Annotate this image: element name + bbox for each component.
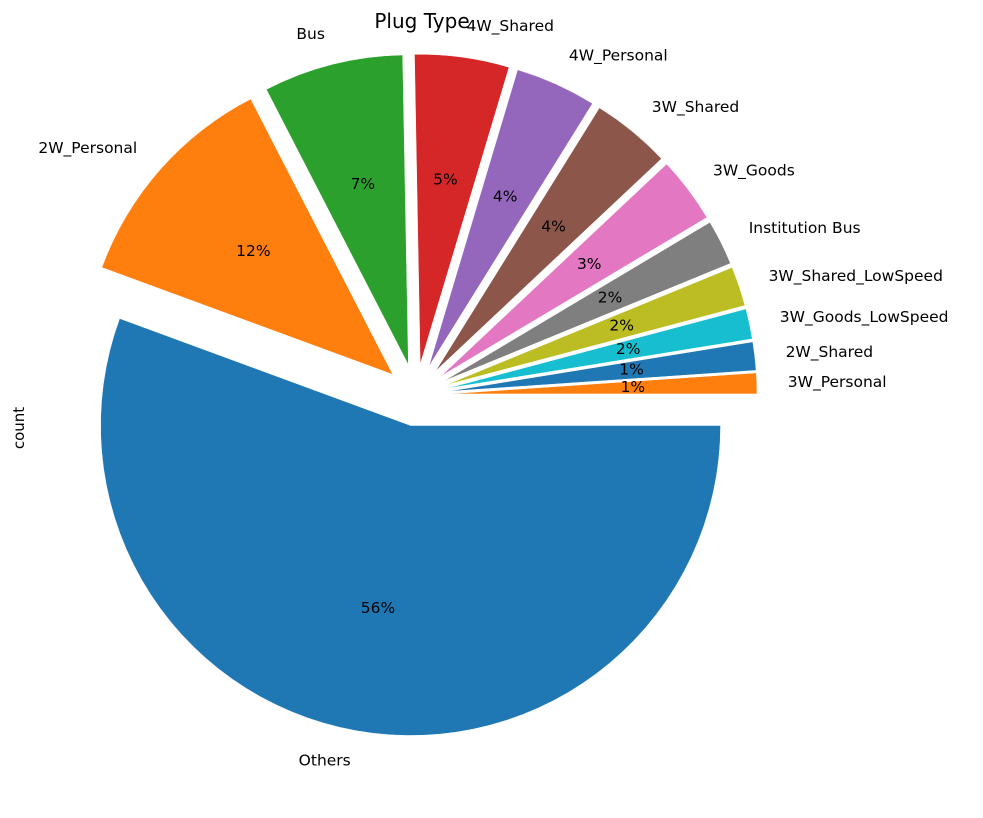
slice-label: 3W_Personal bbox=[788, 373, 887, 392]
slice-label: 3W_Shared bbox=[652, 98, 740, 117]
slice-label: 2W_Personal bbox=[38, 139, 137, 158]
pie-slice-bus bbox=[265, 54, 409, 366]
slice-percent-label: 4% bbox=[541, 218, 566, 236]
slice-percent-label: 5% bbox=[433, 171, 458, 189]
pie-slice-2w-personal bbox=[101, 98, 394, 375]
slice-percent-label: 2% bbox=[598, 288, 623, 306]
slice-percent-label: 3% bbox=[577, 255, 602, 273]
slice-label: 2W_Shared bbox=[786, 343, 874, 362]
slice-label: 3W_Shared_LowSpeed bbox=[769, 267, 943, 286]
slice-label: Bus bbox=[296, 25, 325, 43]
pie-slice-3w-shared bbox=[435, 107, 662, 372]
slice-percent-label: 7% bbox=[351, 175, 376, 193]
slice-percent-label: 56% bbox=[361, 599, 395, 617]
pie-slices bbox=[100, 54, 758, 736]
pie-slice-others bbox=[100, 318, 721, 736]
slice-percent-label: 2% bbox=[616, 340, 641, 358]
pie-slice-2w-shared bbox=[446, 341, 757, 392]
y-axis-label: count bbox=[10, 407, 28, 449]
slice-percent-label: 4% bbox=[493, 188, 518, 206]
slice-percent-label: 1% bbox=[619, 361, 644, 379]
slice-label: Others bbox=[299, 752, 351, 770]
slice-label: 4W_Personal bbox=[569, 46, 668, 65]
slice-label: Institution Bus bbox=[749, 219, 861, 237]
slice-label: 3W_Goods bbox=[713, 161, 795, 180]
pie-slice-3w-shared-lowspeed bbox=[445, 267, 746, 386]
pie-slice-3w-goods bbox=[440, 163, 708, 377]
pie-slice-institution-bus bbox=[443, 221, 731, 382]
slice-label: 4W_Shared bbox=[466, 17, 554, 36]
slice-percent-label: 2% bbox=[609, 316, 634, 334]
chart-title: Plug Type bbox=[374, 9, 469, 33]
pie-slice-4w-shared bbox=[414, 54, 510, 365]
slice-label: 3W_Goods_LowSpeed bbox=[780, 308, 949, 327]
pie-slice-3w-goods-lowspeed bbox=[446, 308, 753, 389]
pie-labels: Others 56% 2W_Personal 12% Bus 7% 4W_Shared 5% 4… bbox=[38, 17, 948, 770]
pie-slice-3w-personal bbox=[446, 372, 758, 395]
slice-percent-label: 1% bbox=[621, 378, 646, 396]
pie-slice-4w-personal bbox=[428, 69, 593, 367]
slice-percent-label: 12% bbox=[236, 242, 270, 260]
